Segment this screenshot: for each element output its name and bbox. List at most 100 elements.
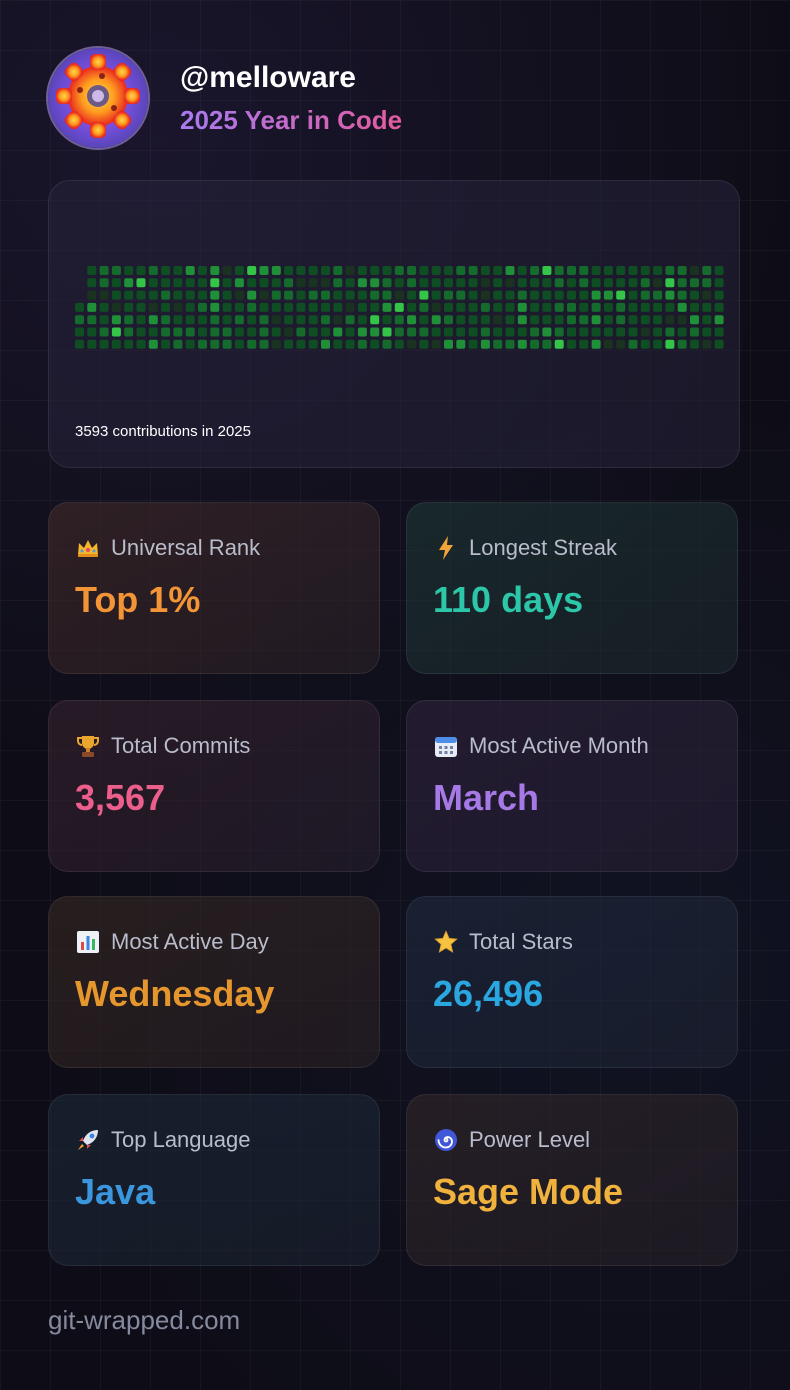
heatmap-cell	[234, 266, 244, 275]
heatmap-cell	[124, 290, 134, 300]
heatmap-cell	[308, 266, 318, 275]
heatmap-cell	[444, 327, 453, 337]
heatmap-cell	[468, 266, 478, 275]
heatmap-cell	[222, 339, 232, 349]
contribution-heatmap-card: 3593 contributions in 2025	[48, 180, 740, 468]
heatmap-cell	[198, 315, 207, 325]
heatmap-cell	[247, 278, 257, 288]
heatmap-cell	[284, 278, 294, 288]
heatmap-cell	[714, 339, 724, 349]
heatmap-cell	[444, 339, 453, 349]
heatmap-cell	[505, 315, 515, 325]
heatmap-cell	[222, 302, 232, 312]
heatmap-cell	[198, 339, 207, 349]
heatmap-cell	[517, 327, 527, 337]
stat-label: Most Active Day	[111, 929, 269, 954]
heatmap-cell	[407, 290, 417, 300]
heatmap-cell	[87, 339, 97, 349]
heatmap-cell	[99, 339, 109, 349]
heatmap-cell	[136, 302, 146, 312]
heatmap-cell	[603, 302, 613, 312]
heatmap-cell	[259, 278, 269, 288]
heatmap-cell	[99, 266, 109, 275]
heatmap-cell	[493, 315, 503, 325]
heatmap-cell	[530, 290, 540, 300]
heatmap-cell	[702, 327, 712, 337]
gear-logo-icon	[52, 50, 144, 147]
heatmap-cell	[234, 302, 244, 312]
heatmap-cell	[665, 339, 675, 349]
lightning-icon	[433, 535, 459, 561]
heatmap-cell	[591, 290, 601, 300]
heatmap-cell	[653, 278, 663, 288]
heatmap-cell	[530, 327, 540, 337]
heatmap-cell	[628, 290, 638, 300]
heatmap-cell	[419, 339, 429, 349]
heatmap-cell	[382, 339, 392, 349]
heatmap-cell	[394, 278, 404, 288]
heatmap-cell	[702, 278, 712, 288]
heatmap-cell	[148, 278, 158, 288]
spiral-icon	[433, 1127, 459, 1153]
heatmap-cell	[505, 302, 515, 312]
stat-card-most-active-month: Most Active Month March	[406, 700, 738, 872]
heatmap-cell	[87, 290, 97, 300]
heatmap-cell	[173, 327, 183, 337]
heatmap-cell	[690, 339, 699, 349]
heatmap-cell	[640, 315, 650, 325]
heatmap-cell	[148, 339, 158, 349]
heatmap-cell	[591, 266, 601, 275]
heatmap-cell	[628, 302, 638, 312]
heatmap-cell	[603, 278, 613, 288]
heatmap-cell	[591, 278, 601, 288]
heatmap-cell	[493, 290, 503, 300]
heatmap-cell	[419, 302, 429, 312]
heatmap-cell	[271, 315, 281, 325]
heatmap-cell	[456, 290, 466, 300]
heatmap-cell	[653, 339, 663, 349]
heatmap-cell	[567, 266, 576, 275]
heatmap-cell	[148, 315, 158, 325]
heatmap-cell	[677, 315, 687, 325]
heatmap-cell	[247, 315, 257, 325]
heatmap-cell	[321, 339, 330, 349]
heatmap-cell	[271, 302, 281, 312]
heatmap-cell	[210, 339, 220, 349]
heatmap-cell	[198, 302, 207, 312]
stat-card-total-commits: Total Commits 3,567	[48, 700, 380, 872]
heatmap-cell	[653, 302, 663, 312]
heatmap-cell	[111, 278, 121, 288]
heatmap-cell	[161, 302, 171, 312]
heatmap-cell	[628, 339, 638, 349]
stat-card-total-stars: Total Stars 26,496	[406, 896, 738, 1068]
heatmap-cell	[517, 290, 527, 300]
heatmap-cell	[234, 278, 244, 288]
heatmap-cell	[554, 302, 564, 312]
heatmap-cell	[370, 315, 380, 325]
heatmap-cell	[247, 339, 257, 349]
heatmap-cell	[603, 290, 613, 300]
heatmap-cell	[124, 278, 134, 288]
heatmap-cell	[370, 327, 380, 337]
stat-value: Sage Mode	[433, 1171, 624, 1212]
heatmap-cell	[99, 327, 109, 337]
page-subtitle: 2025 Year in Code	[180, 104, 403, 135]
heatmap-cell	[296, 278, 306, 288]
heatmap-cell	[431, 266, 441, 275]
heatmap-cell	[185, 339, 195, 349]
heatmap-cell	[480, 302, 490, 312]
heatmap-cell	[99, 315, 109, 325]
heatmap-cell	[333, 278, 343, 288]
heatmap-cell	[567, 278, 576, 288]
heatmap-cell	[75, 302, 84, 312]
heatmap-cell	[468, 278, 478, 288]
heatmap-cell	[603, 266, 613, 275]
heatmap-cell	[554, 278, 564, 288]
heatmap-cell	[308, 315, 318, 325]
heatmap-cell	[431, 327, 441, 337]
heatmap-cell	[407, 266, 417, 275]
heatmap-cell	[456, 266, 466, 275]
heatmap-cell	[234, 339, 244, 349]
heatmap-cell	[271, 339, 281, 349]
heatmap-cell	[136, 290, 146, 300]
